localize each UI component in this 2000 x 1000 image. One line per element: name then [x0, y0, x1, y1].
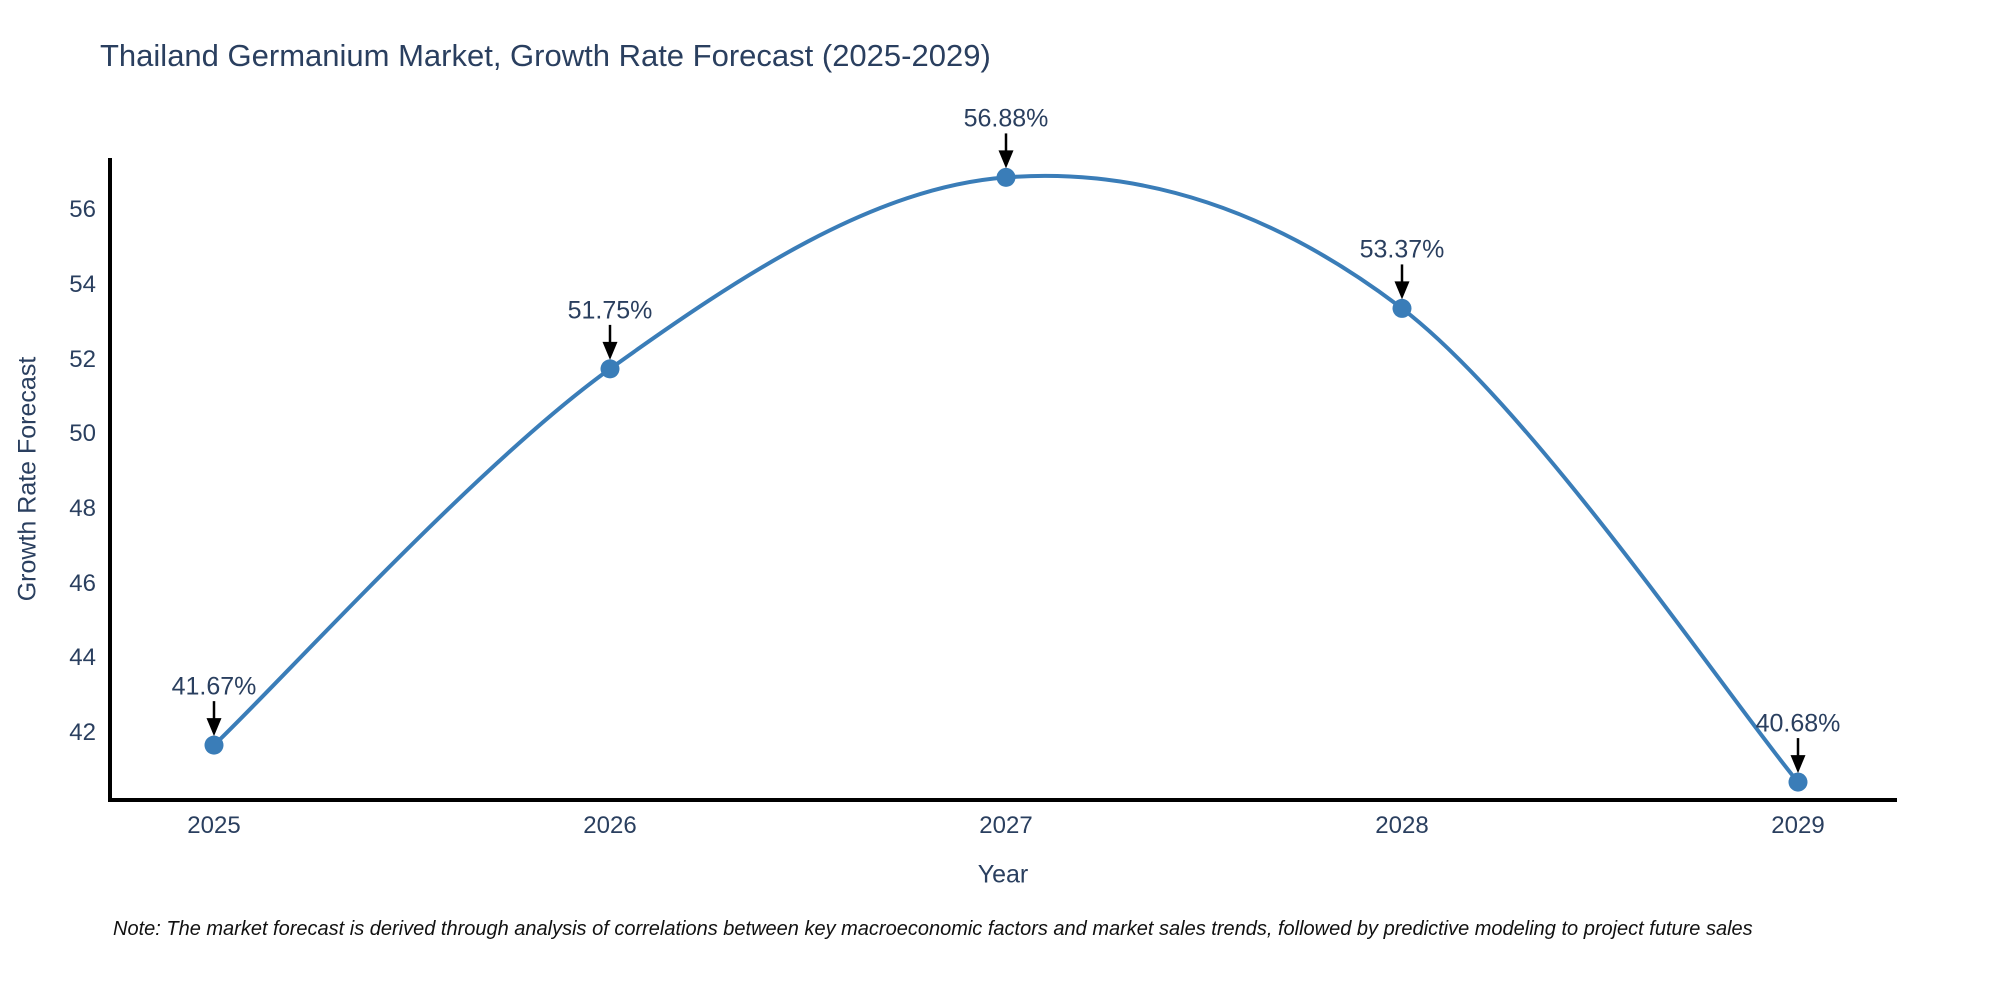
annotation-arrow-head: [1790, 755, 1806, 774]
x-tick-label: 2029: [1771, 812, 1825, 839]
point-annotation-label: 51.75%: [567, 296, 653, 325]
data-point-marker: [1392, 298, 1412, 318]
x-tick-label: 2027: [979, 812, 1033, 839]
point-annotation-label: 56.88%: [963, 104, 1049, 133]
annotation-arrow-head: [998, 150, 1014, 169]
y-tick-label: 50: [69, 420, 96, 448]
y-tick-label: 54: [69, 270, 96, 298]
y-tick-label: 44: [69, 644, 96, 672]
point-annotation-label: 41.67%: [171, 672, 257, 701]
footnote: Note: The market forecast is derived thr…: [113, 918, 1753, 940]
data-point-marker: [600, 359, 620, 379]
trend-line: [212, 173, 1800, 784]
data-point-marker: [996, 167, 1016, 187]
annotation-arrow-head: [206, 718, 222, 737]
y-tick-label: 48: [69, 494, 96, 522]
y-tick-label: 56: [69, 196, 96, 224]
y-tick-label: 52: [69, 345, 96, 373]
y-tick-label: 42: [69, 718, 96, 746]
data-point-marker: [1788, 772, 1808, 792]
annotation-arrow-head: [602, 341, 618, 360]
data-point-marker: [204, 735, 224, 755]
point-annotation-label: 40.68%: [1755, 709, 1841, 738]
chart-title: Thailand Germanium Market, Growth Rate F…: [100, 38, 991, 73]
x-tick-label: 2028: [1375, 812, 1429, 839]
annotation-arrow-head: [1394, 281, 1410, 300]
point-annotation-label: 53.37%: [1359, 235, 1445, 264]
x-tick-label: 2026: [583, 812, 637, 839]
x-tick-label: 2025: [187, 812, 241, 839]
y-tick-label: 46: [69, 569, 96, 597]
x-axis-title: Year: [977, 860, 1029, 889]
